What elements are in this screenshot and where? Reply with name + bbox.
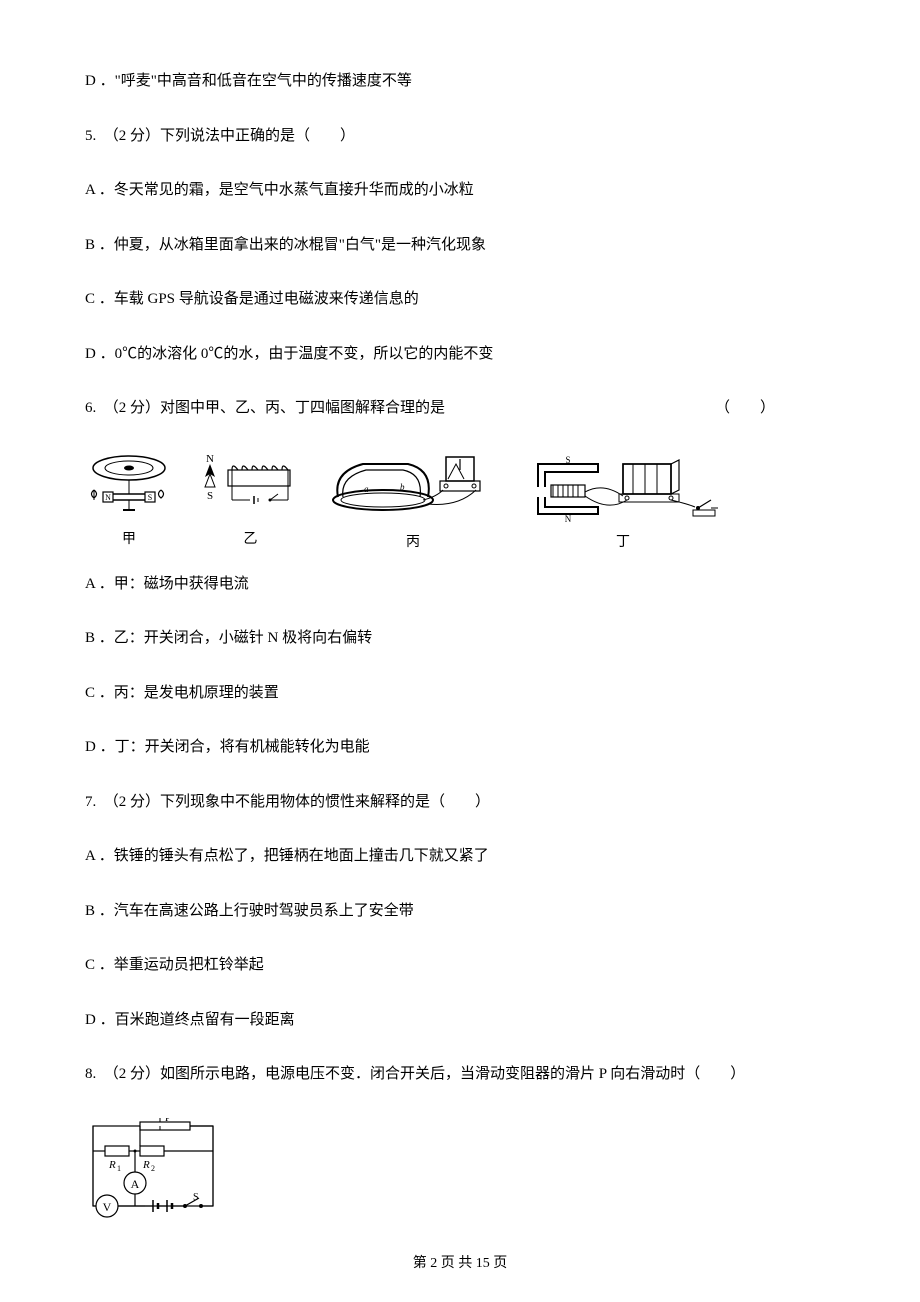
- q8-stem: 8. （2 分）如图所示电路，电源电压不变．闭合开关后，当滑动变阻器的滑片 P …: [85, 1063, 835, 1086]
- q5-stem: 5. （2 分）下列说法中正确的是（ ）: [85, 125, 835, 148]
- option-text: B ．仲夏，从冰箱里面拿出来的冰棍冒"白气"是一种汽化现象: [85, 237, 486, 253]
- svg-text:N: N: [206, 453, 214, 465]
- option-text: D ．0℃的冰溶化 0℃的水，由于温度不变，所以它的内能不变: [85, 346, 493, 362]
- svg-text:N: N: [565, 514, 572, 524]
- option-text: C ．车载 GPS 导航设备是通过电磁波来传递信息的: [85, 291, 419, 307]
- svg-text:R: R: [108, 1159, 116, 1171]
- figure-jia-label: 甲: [122, 529, 136, 550]
- figure-bing-label: 丙: [406, 532, 420, 553]
- svg-text:S: S: [565, 455, 570, 465]
- q7-option-d: D ．百米跑道终点留有一段距离: [85, 1009, 835, 1032]
- stem-text: 5. （2 分）下列说法中正确的是（ ）: [85, 128, 355, 144]
- figure-bing: a b 丙: [328, 452, 498, 553]
- figure-yi: N S 乙: [198, 452, 303, 550]
- figure-yi-label: 乙: [244, 529, 258, 550]
- svg-text:S: S: [148, 493, 152, 502]
- q5-option-a: A ．冬天常见的霜，是空气中水蒸气直接升华而成的小冰粒: [85, 179, 835, 202]
- circuit-svg: P R 1 R 2 A V: [85, 1118, 225, 1218]
- q7-option-a: A ．铁锤的锤头有点松了，把锤柄在地面上撞击几下就又紧了: [85, 845, 835, 868]
- option-text: D ．丁：开关闭合，将有机械能转化为电能: [85, 739, 370, 755]
- option-text: A ．甲：磁场中获得电流: [85, 576, 249, 592]
- q6-option-a: A ．甲：磁场中获得电流: [85, 573, 835, 596]
- option-text: B ．汽车在高速公路上行驶时驾驶员系上了安全带: [85, 903, 414, 919]
- svg-text:A: A: [131, 1177, 140, 1191]
- q4-option-d: D ．"呼麦"中高音和低音在空气中的传播速度不等: [85, 70, 835, 93]
- q7-option-c: C ．举重运动员把杠铃举起: [85, 954, 835, 977]
- q5-option-c: C ．车载 GPS 导航设备是通过电磁波来传递信息的: [85, 288, 835, 311]
- svg-text:2: 2: [151, 1164, 155, 1173]
- option-text: C ．举重运动员把杠铃举起: [85, 957, 264, 973]
- svg-text:N: N: [105, 493, 111, 502]
- option-text: B ．乙：开关闭合，小磁针 N 极将向右偏转: [85, 630, 372, 646]
- page-footer: 第 2 页 共 15 页: [0, 1253, 920, 1274]
- svg-text:S: S: [193, 1192, 199, 1203]
- svg-text:1: 1: [117, 1164, 121, 1173]
- figure-ding: S N 丁: [523, 452, 723, 553]
- svg-text:V: V: [103, 1200, 112, 1214]
- stem-text-left: 6. （2 分）对图中甲、乙、丙、丁四幅图解释合理的是: [85, 397, 445, 420]
- q5-option-b: B ．仲夏，从冰箱里面拿出来的冰棍冒"白气"是一种汽化现象: [85, 234, 835, 257]
- option-text: D ．百米跑道终点留有一段距离: [85, 1012, 295, 1028]
- figure-bing-svg: a b: [328, 452, 498, 527]
- stem-text: 8. （2 分）如图所示电路，电源电压不变．闭合开关后，当滑动变阻器的滑片 P …: [85, 1066, 745, 1082]
- q6-option-b: B ．乙：开关闭合，小磁针 N 极将向右偏转: [85, 627, 835, 650]
- q8-circuit-figure: P R 1 R 2 A V: [85, 1118, 835, 1218]
- figure-ding-label: 丁: [616, 532, 630, 553]
- q7-stem: 7. （2 分）下列现象中不能用物体的惯性来解释的是（ ）: [85, 791, 835, 814]
- q6-figures-row: N S 甲 N S 乙: [85, 452, 835, 553]
- figure-jia-svg: N S: [85, 452, 173, 524]
- figure-yi-svg: N S: [198, 452, 303, 524]
- svg-text:a: a: [364, 484, 369, 494]
- q6-option-d: D ．丁：开关闭合，将有机械能转化为电能: [85, 736, 835, 759]
- option-text: C ．丙：是发电机原理的装置: [85, 685, 279, 701]
- footer-text: 第 2 页 共 15 页: [413, 1256, 508, 1271]
- svg-text:b: b: [400, 482, 405, 492]
- stem-text-right: （ ）: [715, 397, 775, 420]
- option-text: D ．"呼麦"中高音和低音在空气中的传播速度不等: [85, 73, 412, 89]
- q6-option-c: C ．丙：是发电机原理的装置: [85, 682, 835, 705]
- q5-option-d: D ．0℃的冰溶化 0℃的水，由于温度不变，所以它的内能不变: [85, 343, 835, 366]
- figure-ding-svg: S N: [523, 452, 723, 527]
- svg-text:R: R: [142, 1159, 150, 1171]
- option-text: A ．冬天常见的霜，是空气中水蒸气直接升华而成的小冰粒: [85, 182, 474, 198]
- figure-jia: N S 甲: [85, 452, 173, 550]
- q6-stem: 6. （2 分）对图中甲、乙、丙、丁四幅图解释合理的是 （ ）: [85, 397, 835, 420]
- q7-option-b: B ．汽车在高速公路上行驶时驾驶员系上了安全带: [85, 900, 835, 923]
- option-text: A ．铁锤的锤头有点松了，把锤柄在地面上撞击几下就又紧了: [85, 848, 489, 864]
- stem-text: 7. （2 分）下列现象中不能用物体的惯性来解释的是（ ）: [85, 794, 490, 810]
- svg-text:P: P: [165, 1118, 171, 1124]
- svg-text:S: S: [207, 490, 213, 502]
